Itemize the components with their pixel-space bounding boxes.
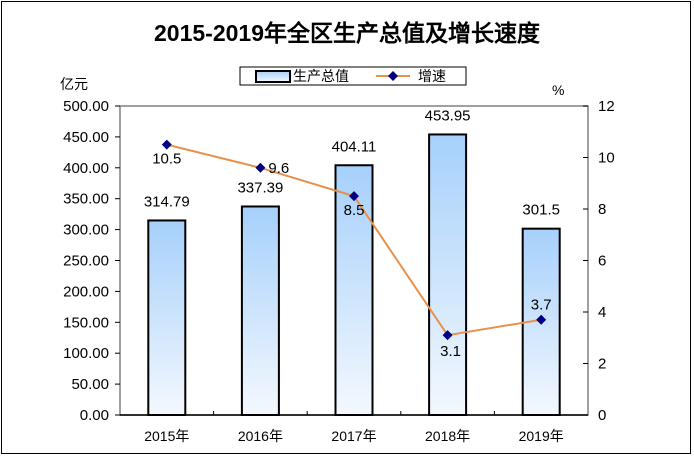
legend: 生产总值 增速 bbox=[239, 66, 467, 86]
growth-marker bbox=[255, 162, 266, 173]
bar-value-label: 314.79 bbox=[144, 193, 190, 210]
y-right-tick-label: 6 bbox=[598, 253, 606, 270]
y-right-tick-label: 8 bbox=[598, 201, 606, 218]
growth-marker bbox=[349, 191, 359, 202]
growth-value-label: 9.6 bbox=[268, 160, 289, 177]
legend-marker-icon bbox=[388, 71, 398, 81]
legend-label-bar: 生产总值 bbox=[293, 68, 349, 84]
y-left-tick-label: 200.00 bbox=[63, 283, 109, 300]
y-left-tick-label: 100.00 bbox=[63, 345, 109, 362]
growth-marker bbox=[161, 139, 172, 150]
y-right-tick-label: 10 bbox=[598, 150, 615, 167]
growth-marker bbox=[442, 330, 453, 341]
legend-box bbox=[239, 66, 467, 86]
x-category-label: 2019年 bbox=[519, 428, 564, 444]
y-left-tick-label: 350.00 bbox=[63, 191, 109, 208]
y-left-tick-label: 400.00 bbox=[63, 160, 109, 177]
bar-value-label: 337.39 bbox=[237, 179, 283, 196]
x-category-label: 2018年 bbox=[425, 428, 470, 444]
x-category-label: 2015年 bbox=[144, 428, 189, 444]
legend-label-line: 增速 bbox=[418, 68, 446, 84]
growth-value-label: 3.1 bbox=[440, 343, 461, 360]
y-left-tick-label: 50.00 bbox=[71, 376, 109, 393]
y-right-tick-label: 0 bbox=[598, 407, 606, 424]
x-category-label: 2017年 bbox=[331, 428, 376, 444]
y-left-tick-label: 0.00 bbox=[80, 407, 109, 424]
y-left-tick-label: 250.00 bbox=[63, 253, 109, 270]
growth-marker bbox=[536, 314, 547, 325]
bar bbox=[147, 219, 187, 416]
growth-value-label: 10.5 bbox=[152, 151, 181, 168]
bar bbox=[240, 205, 280, 416]
legend-bar-swatch bbox=[255, 70, 291, 83]
growth-value-label: 8.5 bbox=[344, 202, 365, 219]
y-right-unit: % bbox=[552, 82, 564, 98]
y-left-tick-label: 450.00 bbox=[63, 129, 109, 146]
x-category-label: 2016年 bbox=[238, 428, 283, 444]
y-right-tick-label: 2 bbox=[598, 356, 606, 373]
y-left-unit: 亿元 bbox=[60, 76, 88, 92]
bar-value-label: 453.95 bbox=[425, 107, 471, 124]
y-right-tick-label: 12 bbox=[598, 98, 615, 115]
growth-value-label: 3.7 bbox=[531, 297, 552, 314]
y-left-tick-label: 500.00 bbox=[63, 98, 109, 115]
bar bbox=[428, 133, 468, 416]
bar-value-label: 404.11 bbox=[332, 138, 377, 155]
y-left-tick-label: 150.00 bbox=[63, 314, 109, 331]
bar bbox=[334, 164, 374, 416]
y-left-tick-label: 300.00 bbox=[63, 222, 109, 239]
chart-title: 2015-2019年全区生产总值及增长速度 bbox=[154, 20, 540, 46]
bar-value-label: 301.5 bbox=[522, 202, 560, 219]
y-right-tick-label: 4 bbox=[598, 304, 606, 321]
